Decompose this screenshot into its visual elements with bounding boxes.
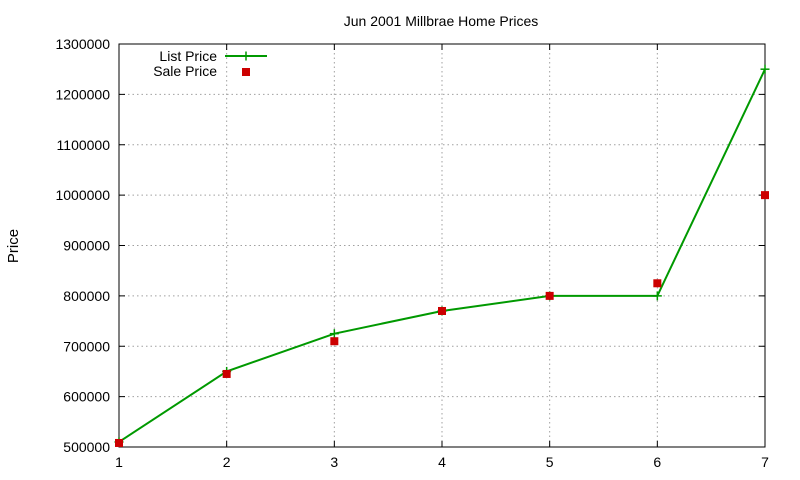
legend-label-sale-price: Sale Price <box>153 63 217 79</box>
y-tick-label: 800000 <box>63 288 110 304</box>
y-tick-label: 600000 <box>63 389 110 405</box>
y-tick-label: 1200000 <box>55 86 110 102</box>
y-tick-label: 1100000 <box>57 137 111 153</box>
data-point-list-price <box>329 329 339 339</box>
y-tick-label: 700000 <box>63 338 110 354</box>
x-tick-label: 3 <box>330 454 338 470</box>
data-point-sale-price <box>330 337 339 346</box>
y-tick-label: 1300000 <box>55 36 110 52</box>
y-tick-label: 900000 <box>63 238 110 254</box>
axis-ticks <box>118 43 766 448</box>
legend-marker-list-price <box>241 51 251 61</box>
data-point-sale-price <box>545 291 554 300</box>
x-tick-label: 2 <box>223 454 231 470</box>
series-sale-price <box>115 191 769 447</box>
data-series <box>114 64 770 447</box>
data-point-sale-price <box>222 369 231 378</box>
legend-swatch-sale-price <box>242 68 250 76</box>
x-axis-tick-labels: 1 2 3 4 5 6 7 <box>115 454 769 470</box>
legend-swatch-list-price <box>225 51 267 61</box>
chart-title: Jun 2001 Millbrae Home Prices <box>344 13 539 29</box>
x-tick-label: 6 <box>653 454 661 470</box>
legend: List Price Sale Price <box>153 48 267 79</box>
legend-label-list-price: List Price <box>159 48 217 64</box>
x-tick-label: 1 <box>115 454 123 470</box>
y-axis-label: Price <box>5 229 22 263</box>
x-tick-label: 5 <box>546 454 554 470</box>
y-axis-tick-labels: 500000 600000 700000 800000 900000 1000000 110… <box>55 36 110 455</box>
data-point-list-price <box>760 64 770 74</box>
x-tick-label: 4 <box>438 454 446 470</box>
data-point-sale-price <box>438 306 446 315</box>
x-tick-label: 7 <box>761 454 769 470</box>
y-tick-label: 1000000 <box>55 187 110 203</box>
data-point-sale-price <box>761 191 769 200</box>
grid-lines <box>119 44 765 447</box>
data-point-list-price <box>652 291 662 301</box>
data-point-sale-price <box>115 438 123 447</box>
y-tick-label: 500000 <box>63 439 110 455</box>
legend-marker-sale-price <box>242 68 250 76</box>
data-point-sale-price <box>653 279 662 288</box>
